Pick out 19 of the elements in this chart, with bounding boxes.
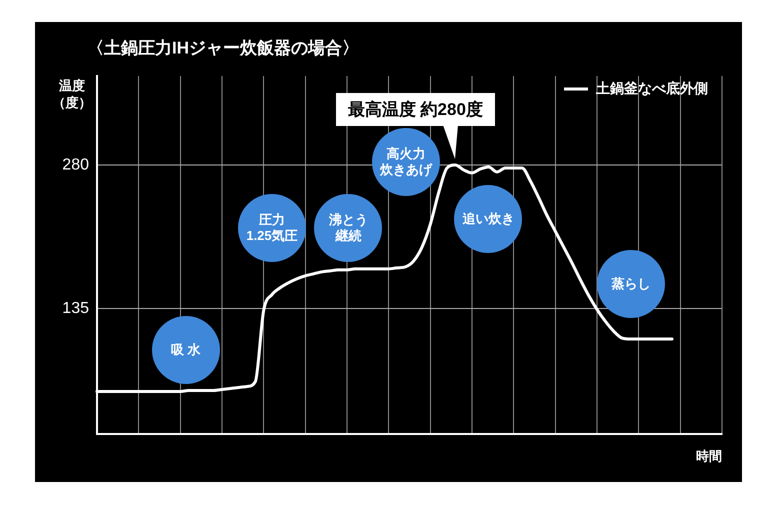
chart-title: 〈土鍋圧力IHジャー炊飯器の場合〉	[87, 38, 359, 58]
round-badge: 圧力1.25気圧	[238, 194, 306, 262]
annotation: 高火力炊きあげ	[380, 146, 432, 178]
legend-label: 土鍋釜なべ底外側	[595, 80, 708, 96]
x-axis-title: 時間	[696, 448, 722, 464]
annotation: 蒸らし	[611, 276, 650, 292]
annotation: 最高温度 約280度	[336, 93, 495, 126]
round-badge: 沸とう継続	[314, 194, 382, 262]
annotation: 沸とう継続	[328, 212, 368, 244]
round-badge: 追い炊き	[454, 184, 522, 253]
annotation: 吸 水	[170, 342, 201, 358]
y-tick-label: 280	[62, 156, 90, 174]
annotation: 追い炊き	[462, 210, 514, 227]
y-axis-title: 温度（度）	[52, 78, 92, 110]
round-badge: 高火力炊きあげ	[372, 128, 440, 196]
y-tick-label: 135	[62, 300, 90, 317]
annotation: 圧力1.25気圧	[246, 212, 298, 244]
round-badge: 蒸らし	[596, 250, 665, 318]
round-badge: 吸 水	[152, 316, 220, 384]
